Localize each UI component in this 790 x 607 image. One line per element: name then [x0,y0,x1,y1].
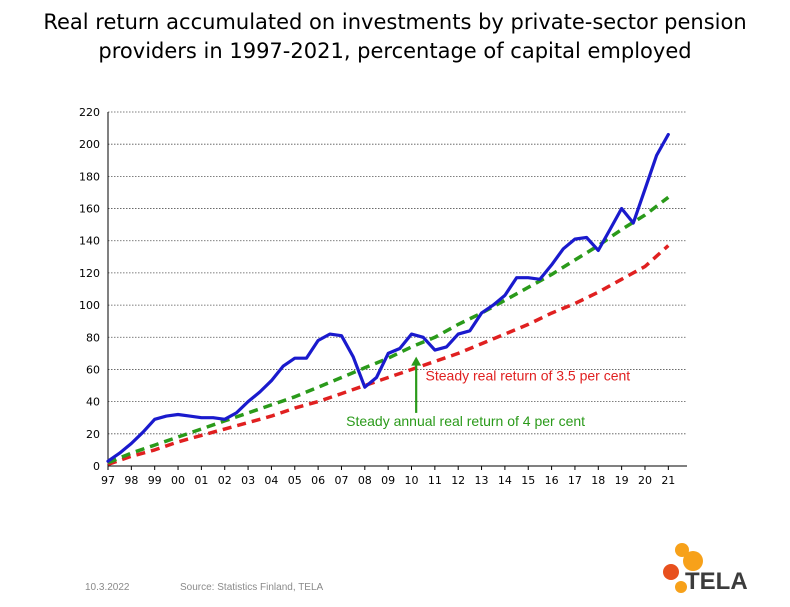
y-tick-label: 160 [79,203,100,216]
annotation-arrow-head-icon [411,356,422,366]
footer-source: Source: Statistics Finland, TELA [180,582,324,593]
x-tick-label: 07 [334,474,348,487]
x-tick-label: 14 [498,474,512,487]
x-tick-label: 19 [615,474,629,487]
y-tick-label: 40 [86,396,100,409]
x-tick-label: 98 [124,474,138,487]
y-tick-label: 20 [86,428,100,441]
x-tick-label: 08 [358,474,372,487]
annotation-label-0: Steady real return of 3.5 per cent [426,368,631,384]
logo-dot-bottom-icon [675,581,687,593]
x-tick-label: 00 [171,474,185,487]
series-line-1 [107,195,670,465]
x-tick-label: 05 [288,474,302,487]
y-tick-label: 180 [79,170,100,183]
x-tick-label: 21 [661,474,675,487]
tela-logo-icon [663,543,703,593]
x-tick-label: 20 [638,474,652,487]
x-tick-label: 97 [101,474,115,487]
x-tick-label: 17 [568,474,582,487]
y-tick-label: 220 [79,106,100,119]
logo-dot-left-icon [663,564,679,580]
title-line-2: providers in 1997-2021, percentage of ca… [98,39,692,63]
y-tick-label: 60 [86,363,100,376]
x-tick-label: 04 [264,474,278,487]
x-tick-label: 12 [451,474,465,487]
y-tick-label: 200 [79,138,100,151]
x-tick-label: 99 [148,474,162,487]
x-tick-label: 15 [521,474,535,487]
series-line-2 [107,244,670,467]
x-tick-label: 03 [241,474,255,487]
y-tick-label: 80 [86,331,100,344]
x-tick-label: 10 [405,474,419,487]
y-tick-label: 140 [79,235,100,248]
logo-text: TELA [685,568,748,595]
x-tick-label: 02 [218,474,232,487]
x-tick-label: 16 [545,474,559,487]
annotation-label-1: Steady annual real return of 4 per cent [346,413,585,429]
chart-title: Real return accumulated on investments b… [0,8,790,66]
x-tick-label: 09 [381,474,395,487]
x-tick-label: 01 [194,474,208,487]
x-tick-label: 13 [475,474,489,487]
footer-date: 10.3.2022 [85,582,130,593]
y-tick-label: 120 [79,267,100,280]
y-tick-label: 0 [93,460,100,473]
title-line-1: Real return accumulated on investments b… [43,10,747,34]
x-tick-label: 06 [311,474,325,487]
series-line-0 [106,132,670,463]
logo-dot-large-icon [683,551,703,571]
y-tick-label: 100 [79,299,100,312]
x-tick-label: 18 [591,474,605,487]
logo-dot-top-icon [675,543,689,557]
x-tick-label: 11 [428,474,442,487]
